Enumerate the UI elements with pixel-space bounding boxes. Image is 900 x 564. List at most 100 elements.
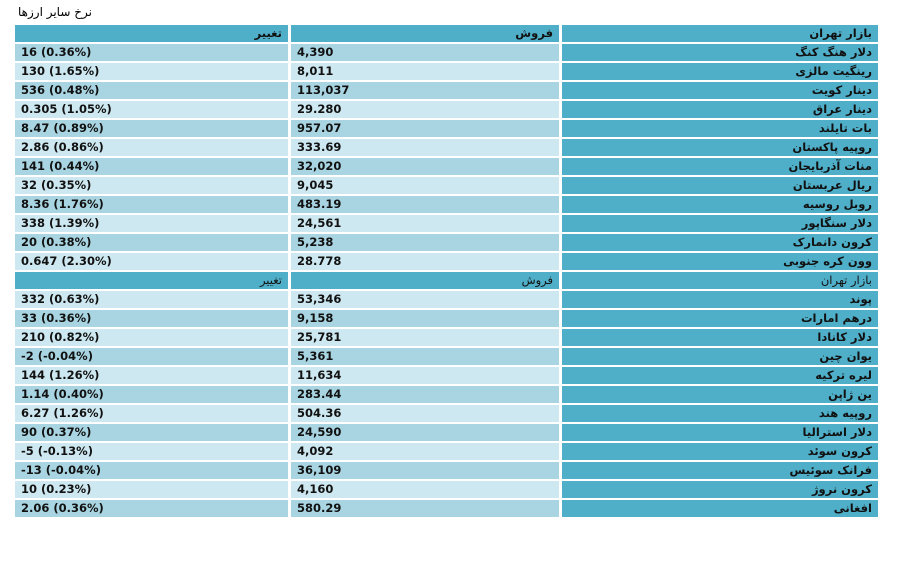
price-change: 0.647 (2.30%) (15, 253, 288, 270)
table-row: بات تایلند 957.07 8.47 (0.89%) (15, 120, 878, 139)
currency-name: دلار هنگ کنگ (562, 44, 878, 61)
currency-name: رینگیت مالزی (562, 63, 878, 80)
table-row: لیره ترکیه 11,634 144 (1.26%) (15, 367, 878, 386)
table-row: درهم امارات 9,158 33 (0.36%) (15, 310, 878, 329)
table-row: منات آذربایجان 32,020 141 (0.44%) (15, 158, 878, 177)
currency-name: دینار عراق (562, 101, 878, 118)
table-row: دلار استرالیا 24,590 90 (0.37%) (15, 424, 878, 443)
sell-price: 9,045 (291, 177, 559, 194)
sell-price: 4,092 (291, 443, 559, 460)
currency-name: افغانی (562, 500, 878, 517)
sell-price: 11,634 (291, 367, 559, 384)
table-row: دلار سنگاپور 24,561 338 (1.39%) (15, 215, 878, 234)
table-row: رینگیت مالزی 8,011 130 (1.65%) (15, 63, 878, 82)
currency-name: دینار کویت (562, 82, 878, 99)
currency-name: یوان چین (562, 348, 878, 365)
sell-price: 5,238 (291, 234, 559, 251)
currency-name: بات تایلند (562, 120, 878, 137)
price-change: 20 (0.38%) (15, 234, 288, 251)
price-change: 332 (0.63%) (15, 291, 288, 308)
header-market: بازار تهران (562, 25, 878, 42)
price-change: 32 (0.35%) (15, 177, 288, 194)
table-header: بازار تهران فروش تغییر (15, 25, 878, 44)
price-change: 338 (1.39%) (15, 215, 288, 232)
table-row: فرانک سوئیس 36,109 -13 (-0.04%) (15, 462, 878, 481)
currency-name: ین ژاپن (562, 386, 878, 403)
currency-name: پوند (562, 291, 878, 308)
sell-price: 29.280 (291, 101, 559, 118)
table-row: وون کره جنوبی 28.778 0.647 (2.30%) (15, 253, 878, 272)
currency-name: دلار سنگاپور (562, 215, 878, 232)
currency-name: دلار استرالیا (562, 424, 878, 441)
price-change: 130 (1.65%) (15, 63, 288, 80)
sell-price: 4,160 (291, 481, 559, 498)
sell-price: 483.19 (291, 196, 559, 213)
exchange-rate-table: بازار تهران فروش تغییر دلار هنگ کنگ 4,39… (15, 25, 878, 519)
header-change: تغییر (15, 25, 288, 42)
currency-name: روپیه هند (562, 405, 878, 422)
price-change: 90 (0.37%) (15, 424, 288, 441)
price-change: 2.06 (0.36%) (15, 500, 288, 517)
price-change: 16 (0.36%) (15, 44, 288, 61)
price-change: 8.36 (1.76%) (15, 196, 288, 213)
currency-name: کرون سوئد (562, 443, 878, 460)
currency-name: کرون نروژ (562, 481, 878, 498)
currency-name: لیره ترکیه (562, 367, 878, 384)
header-sell: فروش (291, 25, 559, 42)
price-change: 33 (0.36%) (15, 310, 288, 327)
price-change: 10 (0.23%) (15, 481, 288, 498)
table-row: دینار کویت 113,037 536 (0.48%) (15, 82, 878, 101)
sell-price: 580.29 (291, 500, 559, 517)
header-market: بازار تهران (562, 272, 878, 289)
price-change: 536 (0.48%) (15, 82, 288, 99)
table-row: ین ژاپن 283.44 1.14 (0.40%) (15, 386, 878, 405)
header-sell: فروش (291, 272, 559, 289)
sell-price: 113,037 (291, 82, 559, 99)
price-change: -13 (-0.04%) (15, 462, 288, 479)
sell-price: 5,361 (291, 348, 559, 365)
price-change: 8.47 (0.89%) (15, 120, 288, 137)
price-change: 144 (1.26%) (15, 367, 288, 384)
currency-name: درهم امارات (562, 310, 878, 327)
currency-name: ریال عربستان (562, 177, 878, 194)
currency-name: فرانک سوئیس (562, 462, 878, 479)
table-row: روپیه هند 504.36 6.27 (1.26%) (15, 405, 878, 424)
currency-name: دلار کانادا (562, 329, 878, 346)
currency-name: روبل روسیه (562, 196, 878, 213)
sell-price: 957.07 (291, 120, 559, 137)
sell-price: 28.778 (291, 253, 559, 270)
sell-price: 24,561 (291, 215, 559, 232)
price-change: -2 (-0.04%) (15, 348, 288, 365)
sell-price: 333.69 (291, 139, 559, 156)
currency-name: روپیه پاکستان (562, 139, 878, 156)
table-row: دینار عراق 29.280 0.305 (1.05%) (15, 101, 878, 120)
price-change: 210 (0.82%) (15, 329, 288, 346)
table-row: پوند 53,346 332 (0.63%) (15, 291, 878, 310)
table-row: روپیه پاکستان 333.69 2.86 (0.86%) (15, 139, 878, 158)
table-row: افغانی 580.29 2.06 (0.36%) (15, 500, 878, 519)
table-row: یوان چین 5,361 -2 (-0.04%) (15, 348, 878, 367)
sell-price: 504.36 (291, 405, 559, 422)
price-change: 2.86 (0.86%) (15, 139, 288, 156)
table-row: دلار هنگ کنگ 4,390 16 (0.36%) (15, 44, 878, 63)
price-change: 6.27 (1.26%) (15, 405, 288, 422)
price-change: 1.14 (0.40%) (15, 386, 288, 403)
sell-price: 283.44 (291, 386, 559, 403)
price-change: 0.305 (1.05%) (15, 101, 288, 118)
table-row: کرون سوئد 4,092 -5 (-0.13%) (15, 443, 878, 462)
sell-price: 8,011 (291, 63, 559, 80)
page-title: نرخ سایر ارزها (18, 5, 92, 19)
price-change: 141 (0.44%) (15, 158, 288, 175)
sell-price: 4,390 (291, 44, 559, 61)
sell-price: 53,346 (291, 291, 559, 308)
table-subheader: بازار تهران فروش تغییر (15, 272, 878, 291)
sell-price: 24,590 (291, 424, 559, 441)
currency-name: کرون دانمارک (562, 234, 878, 251)
sell-price: 36,109 (291, 462, 559, 479)
header-change: تغییر (15, 272, 288, 289)
table-row: کرون دانمارک 5,238 20 (0.38%) (15, 234, 878, 253)
currency-name: منات آذربایجان (562, 158, 878, 175)
table-row: کرون نروژ 4,160 10 (0.23%) (15, 481, 878, 500)
sell-price: 32,020 (291, 158, 559, 175)
price-change: -5 (-0.13%) (15, 443, 288, 460)
